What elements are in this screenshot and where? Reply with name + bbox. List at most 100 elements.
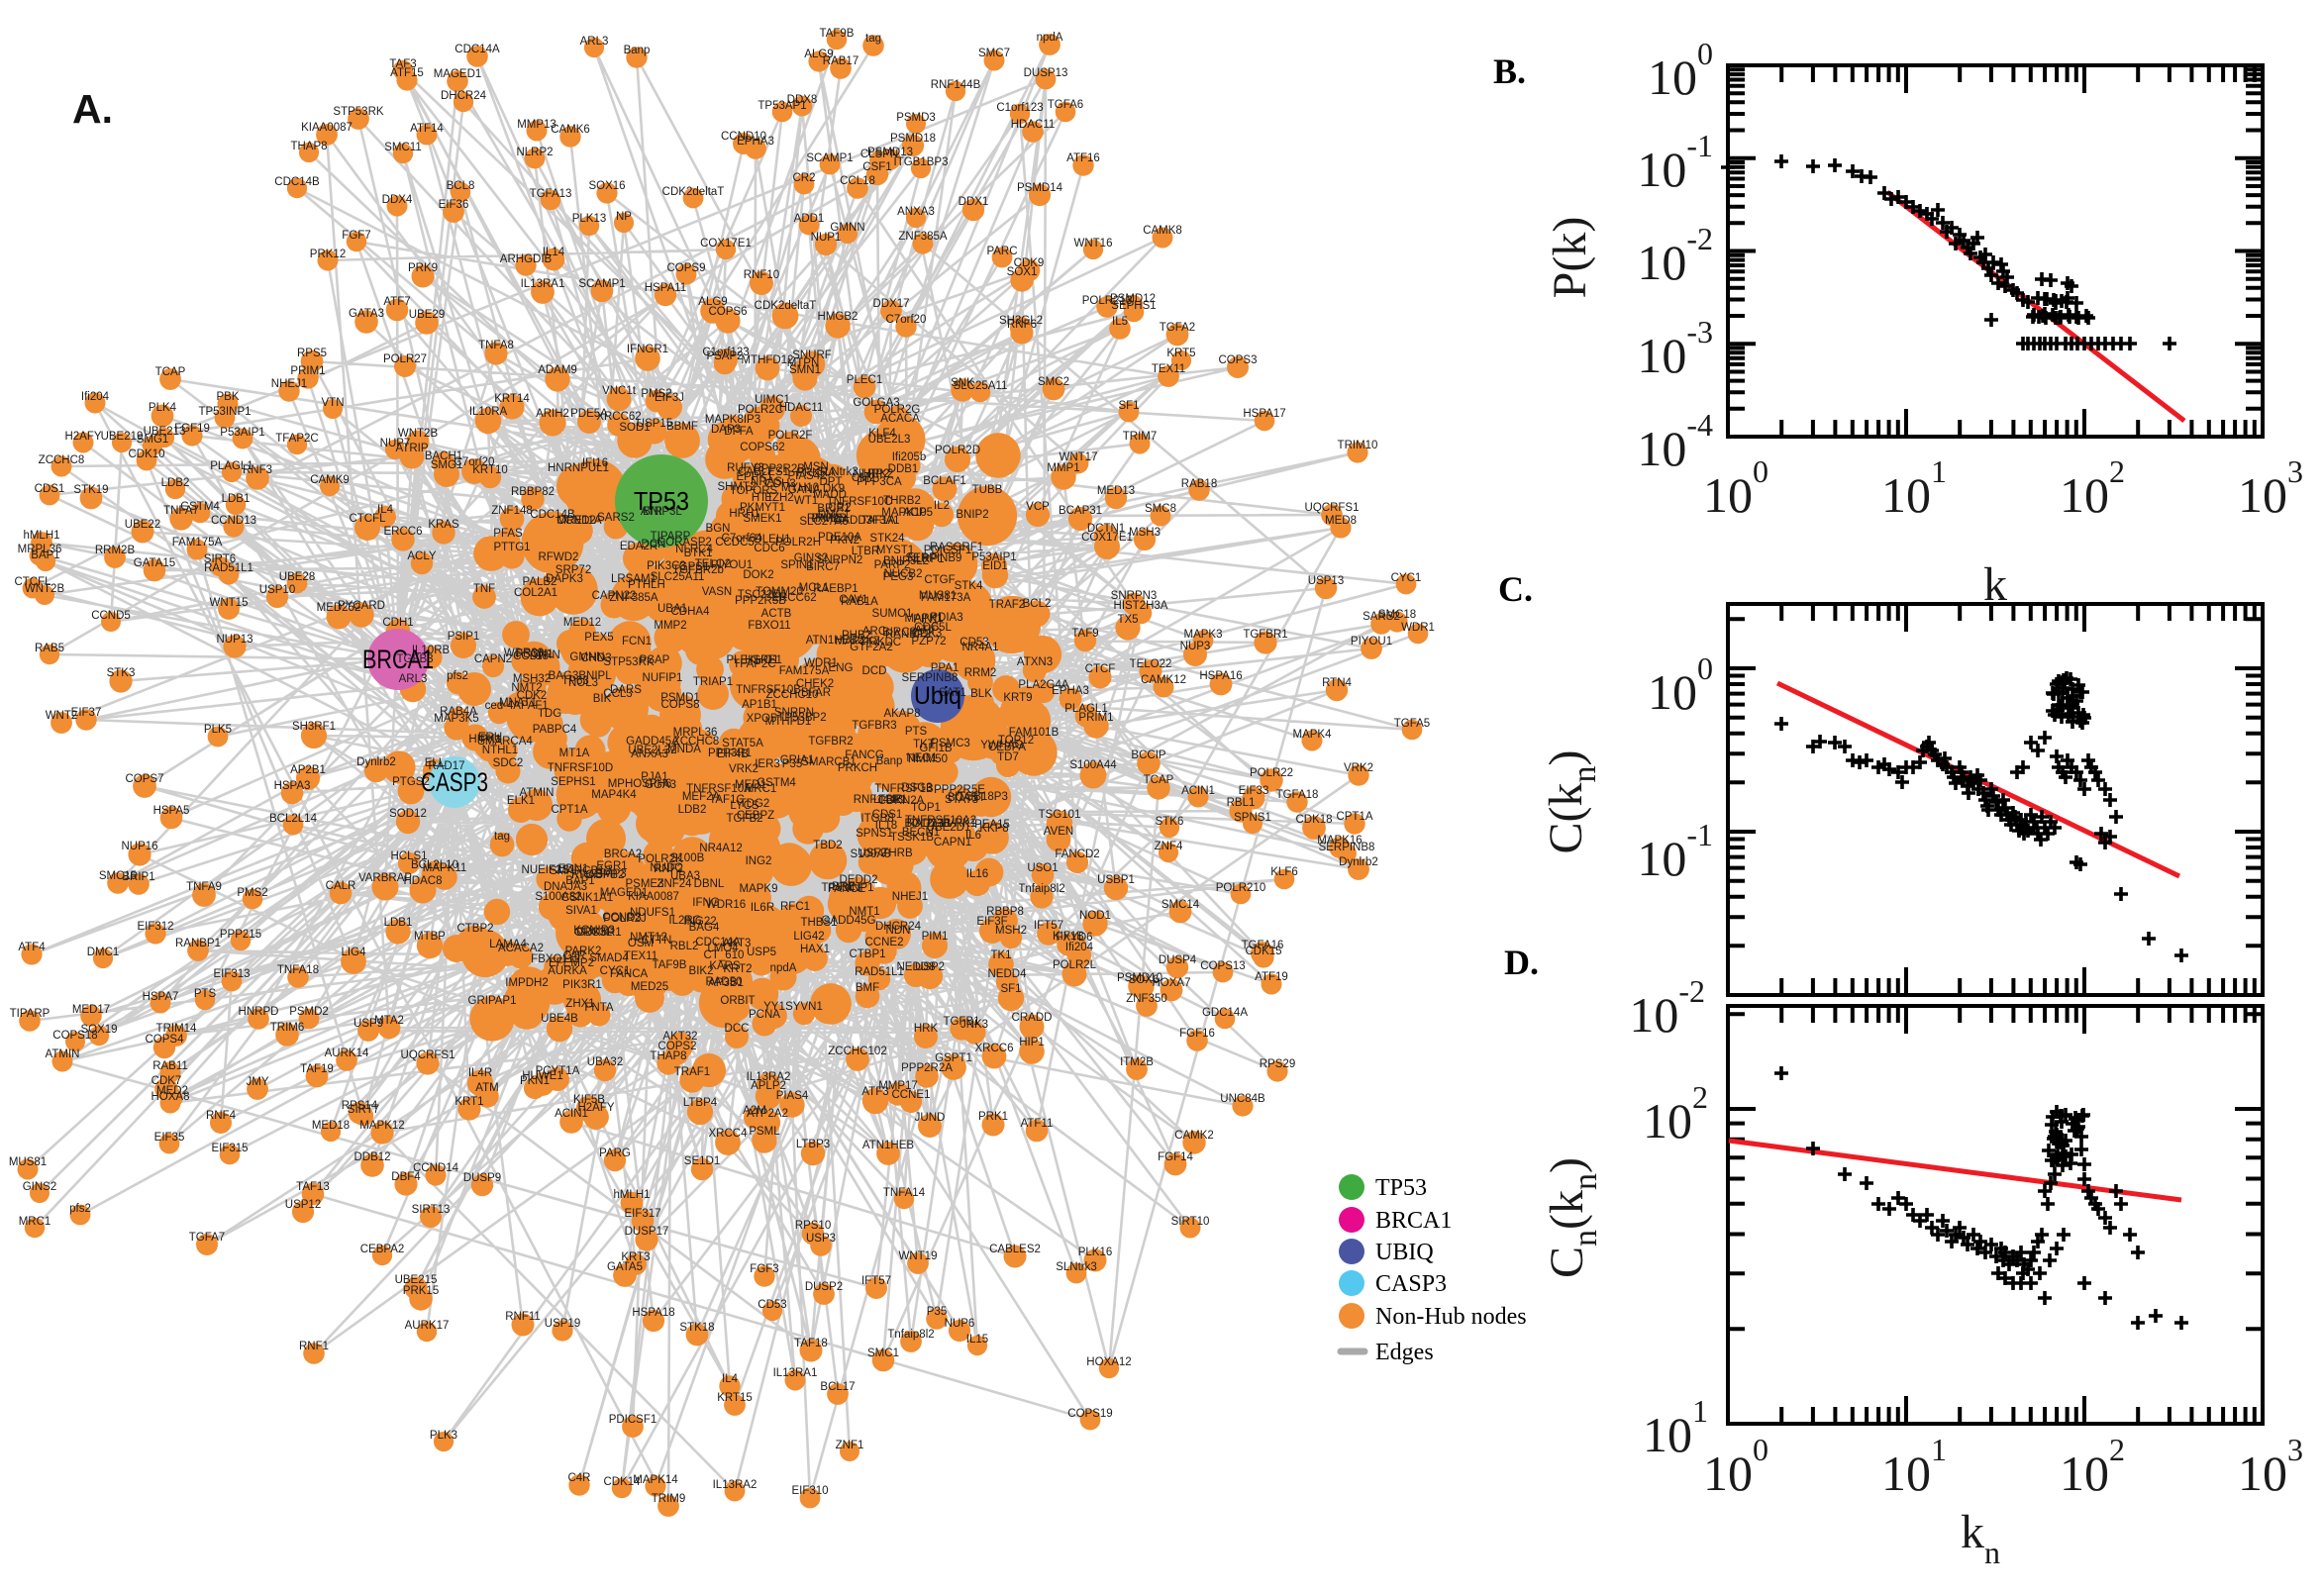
svg-text:ZNF350: ZNF350 <box>1126 993 1167 1005</box>
svg-text:MT1A: MT1A <box>559 748 590 759</box>
svg-text:CTTN: CTTN <box>642 935 672 947</box>
svg-text:TCAP: TCAP <box>155 366 186 378</box>
svg-text:HSPA11: HSPA11 <box>645 282 686 294</box>
svg-text:PSMD1: PSMD1 <box>660 692 700 704</box>
svg-text:SLC27A6: SLC27A6 <box>799 516 848 528</box>
svg-text:MSH2: MSH2 <box>995 925 1027 937</box>
svg-text:ORC3L: ORC3L <box>574 927 613 939</box>
svg-text:STK24: STK24 <box>869 533 905 545</box>
svg-text:FGF7: FGF7 <box>342 230 370 242</box>
svg-text:DDX4: DDX4 <box>382 194 413 206</box>
svg-text:MED18: MED18 <box>312 1120 350 1132</box>
svg-text:AP2B1: AP2B1 <box>290 764 326 776</box>
svg-text:ING22: ING22 <box>683 916 716 928</box>
svg-text:CAMK6: CAMK6 <box>551 124 590 136</box>
svg-text:RNF1: RNF1 <box>299 1341 329 1352</box>
svg-text:COPS9: COPS9 <box>667 262 706 274</box>
svg-text:FXYD6: FXYD6 <box>1056 932 1092 944</box>
svg-text:PARK2: PARK2 <box>565 946 602 957</box>
svg-text:CCNE2: CCNE2 <box>865 937 904 948</box>
svg-text:BECN1: BECN1 <box>902 827 940 839</box>
svg-text:SOD1: SOD1 <box>619 422 650 434</box>
svg-text:FSCN1: FSCN1 <box>516 648 554 660</box>
svg-text:DUSP9: DUSP9 <box>463 1172 501 1184</box>
svg-text:CCND13: CCND13 <box>211 515 256 527</box>
svg-text:TIMM50: TIMM50 <box>906 753 948 765</box>
svg-text:BRIP1: BRIP1 <box>122 871 154 883</box>
svg-text:MAPK11: MAPK11 <box>423 862 467 874</box>
svg-text:BCL2: BCL2 <box>1023 598 1052 610</box>
svg-text:MUS81: MUS81 <box>9 1156 47 1168</box>
svg-text:CDK10: CDK10 <box>128 449 164 460</box>
svg-text:PPP2R5E: PPP2R5E <box>934 784 985 796</box>
svg-text:S100A82: S100A82 <box>535 891 581 903</box>
svg-text:CASP3: CASP3 <box>421 767 488 797</box>
svg-text:MUS81: MUS81 <box>919 590 957 602</box>
svg-text:GSTM4: GSTM4 <box>757 777 796 789</box>
svg-text:ATF16: ATF16 <box>1066 152 1100 164</box>
svg-text:MTHFD12: MTHFD12 <box>741 354 793 366</box>
svg-text:PPP215: PPP215 <box>220 929 261 941</box>
svg-text:WRN: WRN <box>533 649 559 661</box>
svg-text:PIK3C3: PIK3C3 <box>647 560 686 572</box>
svg-text:CAPN2: CAPN2 <box>474 653 512 665</box>
svg-text:NMT2: NMT2 <box>511 682 542 694</box>
svg-text:IL13RA1: IL13RA1 <box>521 278 565 290</box>
svg-text:CDK14: CDK14 <box>603 1476 641 1488</box>
svg-text:NHEJ1: NHEJ1 <box>271 378 307 390</box>
svg-text:CASP3: CASP3 <box>1375 1271 1447 1297</box>
svg-text:RNF2: RNF2 <box>654 863 683 875</box>
svg-text:CCNE1: CCNE1 <box>892 1089 931 1101</box>
svg-text:EIF36: EIF36 <box>439 199 469 211</box>
svg-text:npdA: npdA <box>770 962 797 974</box>
svg-text:PLAGL1: PLAGL1 <box>210 460 252 472</box>
svg-text:BACH1: BACH1 <box>425 450 462 462</box>
svg-text:LIG4: LIG4 <box>342 947 367 958</box>
svg-text:TGFA2: TGFA2 <box>1160 322 1195 334</box>
svg-text:P(k): P(k) <box>1544 217 1596 299</box>
svg-text:SMARCA4: SMARCA4 <box>477 736 533 748</box>
svg-text:COPS18: COPS18 <box>52 1030 97 1042</box>
svg-text:SPNS1: SPNS1 <box>1234 812 1271 824</box>
svg-text:BNIP3L2: BNIP3L2 <box>883 555 929 567</box>
svg-text:GDC14A: GDC14A <box>1202 1007 1248 1019</box>
svg-text:TP53INP1: TP53INP1 <box>198 406 251 418</box>
svg-text:DDX8: DDX8 <box>787 94 818 106</box>
svg-text:CAMK2: CAMK2 <box>1174 1130 1214 1142</box>
svg-text:NLRP2: NLRP2 <box>516 147 553 158</box>
svg-text:CDK9: CDK9 <box>1014 257 1045 269</box>
svg-text:RFC1: RFC1 <box>780 901 810 913</box>
svg-text:RPS14: RPS14 <box>342 1100 378 1112</box>
svg-text:CDK5R1: CDK5R1 <box>576 927 621 939</box>
svg-text:DUSP2: DUSP2 <box>805 1281 843 1293</box>
svg-text:MCL1: MCL1 <box>799 582 830 594</box>
svg-text:GADD3F3A1: GADD3F3A1 <box>833 515 899 527</box>
svg-text:PDICSF1: PDICSF1 <box>609 1414 657 1426</box>
svg-text:HIP1: HIP1 <box>1019 1037 1045 1048</box>
svg-text:TNFRSF1B: TNFRSF1B <box>874 783 934 795</box>
svg-text:PTS: PTS <box>194 988 217 1000</box>
svg-text:UBE219: UBE219 <box>101 431 144 443</box>
svg-text:D.: D. <box>1504 943 1539 982</box>
svg-text:LDB2: LDB2 <box>161 477 190 489</box>
svg-text:CR2: CR2 <box>828 502 851 514</box>
svg-text:AURKA: AURKA <box>548 965 587 977</box>
svg-text:FAM175A: FAM175A <box>779 665 830 677</box>
svg-text:RRM2B: RRM2B <box>95 545 136 556</box>
svg-text:FANCA: FANCA <box>610 968 649 980</box>
svg-text:PPP2R5B: PPP2R5B <box>735 595 786 607</box>
svg-text:BAP1: BAP1 <box>565 875 594 887</box>
svg-text:RPS5: RPS5 <box>297 348 327 359</box>
svg-text:DAPK3: DAPK3 <box>546 573 583 585</box>
svg-text:NMT1: NMT1 <box>849 906 879 918</box>
svg-text:ATF15: ATF15 <box>390 67 424 79</box>
svg-text:SERPINB8: SERPINB8 <box>902 672 959 684</box>
svg-text:ORBIT: ORBIT <box>720 995 755 1007</box>
svg-text:VASN: VASN <box>702 586 732 598</box>
svg-text:SPNS1: SPNS1 <box>856 828 893 840</box>
svg-text:WNT2B: WNT2B <box>398 428 439 440</box>
svg-text:EIF4B: EIF4B <box>717 748 749 760</box>
svg-text:TGFBR3: TGFBR3 <box>852 720 896 732</box>
svg-text:LTBR: LTBR <box>852 546 880 557</box>
svg-text:NHEJ1: NHEJ1 <box>892 891 928 903</box>
